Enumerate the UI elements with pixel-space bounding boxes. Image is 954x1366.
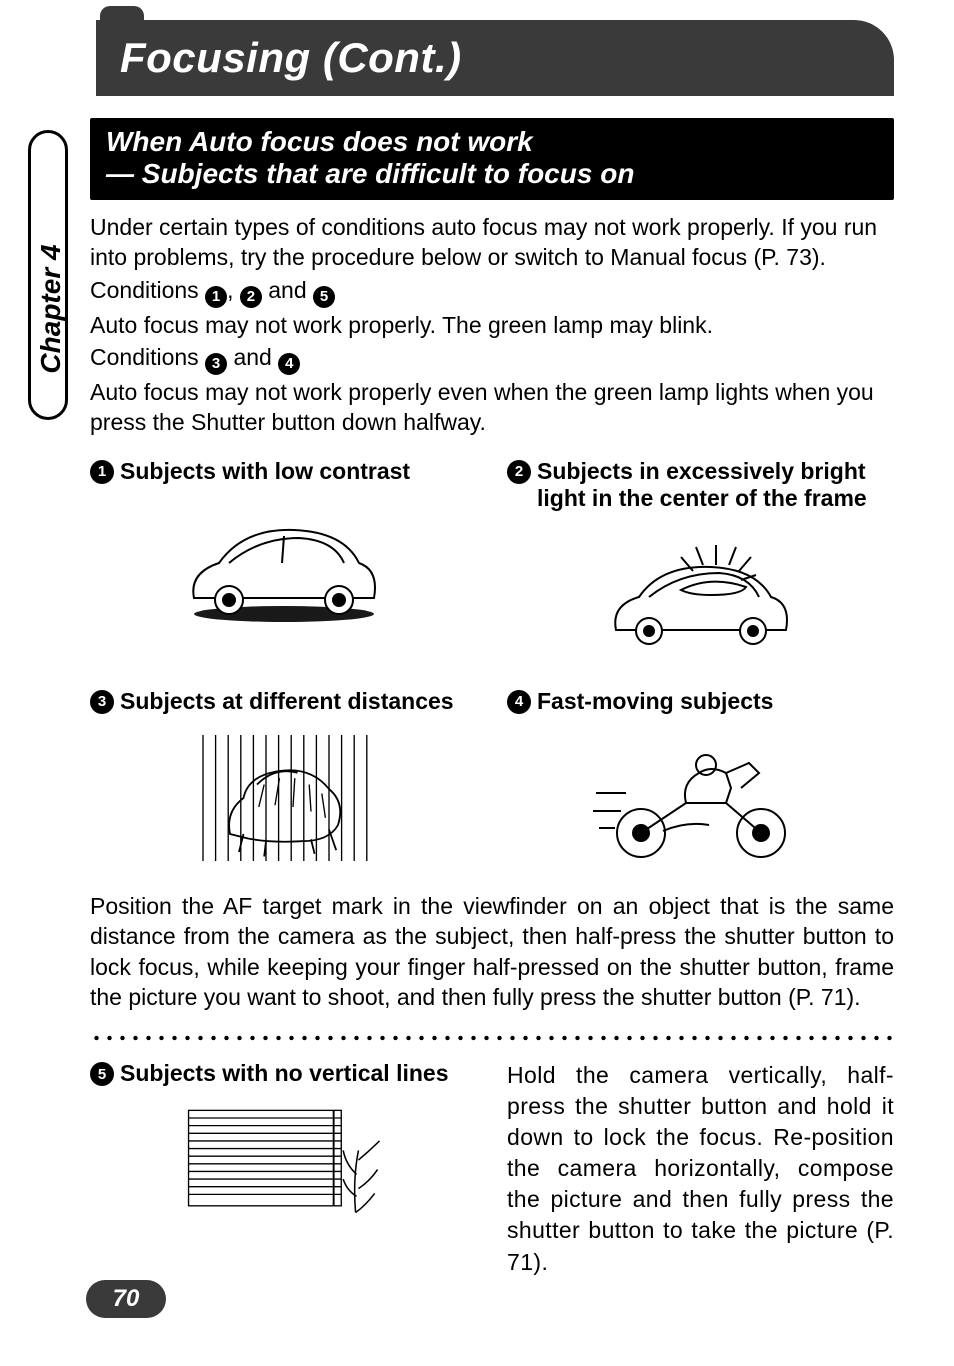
- badge-4-inline: 4: [278, 353, 300, 375]
- cond-a-join2: and: [262, 277, 313, 303]
- example-2: 2 Subjects in excessively bright light i…: [507, 458, 894, 670]
- example-3-caption: Subjects at different distances: [120, 688, 477, 715]
- page: Chapter 4 Focusing (Cont.) When Auto foc…: [0, 20, 954, 1366]
- dotted-divider: [90, 1034, 894, 1042]
- example-4: 4 Fast-moving subjects: [507, 688, 894, 873]
- intro-conditions-a: Conditions 1, 2 and 5: [90, 275, 894, 308]
- page-heading: Focusing (Cont.): [120, 30, 862, 82]
- car-low-contrast-icon: [174, 503, 394, 633]
- badge-5-inline: 5: [313, 286, 335, 308]
- heading-chip: Focusing (Cont.): [96, 20, 894, 98]
- badge-3: 3: [90, 690, 114, 714]
- subheading-bar: When Auto focus does not work — Subjects…: [90, 118, 894, 200]
- example-1-illustration: [90, 493, 477, 643]
- page-number-badge: 70: [86, 1280, 166, 1318]
- example-5: 5 Subjects with no vertical lines: [90, 1060, 477, 1277]
- example-4-caption: Fast-moving subjects: [537, 688, 894, 715]
- intro-block: Under certain types of conditions auto f…: [90, 212, 894, 438]
- subheading-line1: When Auto focus does not work: [106, 126, 878, 158]
- intro-conditions-b: Conditions 3 and 4: [90, 342, 894, 375]
- badge-2-inline: 2: [240, 286, 262, 308]
- example-3: 3 Subjects at different distances: [90, 688, 477, 873]
- badge-5: 5: [90, 1062, 114, 1086]
- intro-conditions-a-text: Auto focus may not work properly. The gr…: [90, 310, 894, 340]
- cond-b-join: and: [227, 344, 278, 370]
- subheading-line2: — Subjects that are difficult to focus o…: [106, 158, 878, 190]
- badge-2: 2: [507, 460, 531, 484]
- chapter-tab-label: Chapter 4: [35, 229, 67, 389]
- car-bright-light-icon: [591, 530, 811, 660]
- motorcycle-icon: [591, 728, 811, 868]
- example-5-row: 5 Subjects with no vertical lines: [90, 1060, 894, 1277]
- page-number: 70: [113, 1285, 140, 1313]
- badge-3-inline: 3: [205, 353, 227, 375]
- example-2-caption: Subjects in excessively bright light in …: [537, 458, 894, 512]
- intro-conditions-b-text: Auto focus may not work properly even wh…: [90, 377, 894, 438]
- example-5-illustration: [90, 1095, 477, 1225]
- badge-1: 1: [90, 460, 114, 484]
- blinds-plant-icon: [179, 1100, 389, 1220]
- cond-a-join1: ,: [227, 277, 240, 303]
- example-3-illustration: [90, 723, 477, 873]
- intro-p1: Under certain types of conditions auto f…: [90, 212, 894, 273]
- badge-1-inline: 1: [205, 286, 227, 308]
- badge-4: 4: [507, 690, 531, 714]
- cond-b-prefix: Conditions: [90, 344, 205, 370]
- cage-animal-icon: [194, 728, 374, 868]
- example-4-illustration: [507, 723, 894, 873]
- example-1-caption: Subjects with low contrast: [120, 458, 477, 485]
- chapter-tab-frame: Chapter 4: [28, 130, 68, 420]
- examples-grid: 1 Subjects with low contrast: [90, 458, 894, 873]
- example-5-caption: Subjects with no vertical lines: [120, 1060, 477, 1087]
- example-1: 1 Subjects with low contrast: [90, 458, 477, 670]
- example-2-illustration: [507, 520, 894, 670]
- mid-paragraph: Position the AF target mark in the viewf…: [90, 891, 894, 1012]
- example-5-text: Hold the camera vertically, half-press t…: [507, 1060, 894, 1277]
- cond-a-prefix: Conditions: [90, 277, 205, 303]
